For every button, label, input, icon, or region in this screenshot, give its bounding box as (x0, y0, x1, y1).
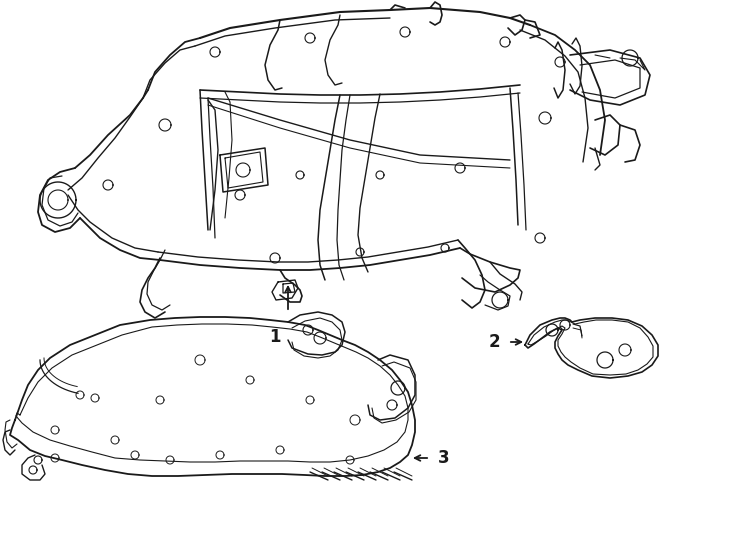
Text: 2: 2 (488, 333, 500, 351)
Text: 1: 1 (269, 328, 280, 346)
Text: 3: 3 (438, 449, 450, 467)
